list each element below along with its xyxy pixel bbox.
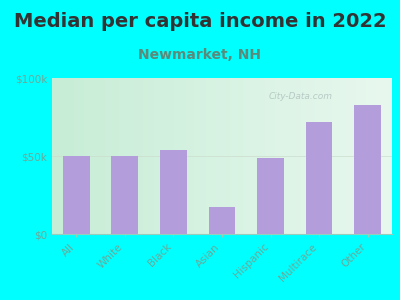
Text: Newmarket, NH: Newmarket, NH (138, 48, 262, 62)
Bar (306, 122, 332, 234)
Text: Median per capita income in 2022: Median per capita income in 2022 (14, 12, 386, 31)
Bar (63, 156, 90, 234)
Bar (354, 104, 381, 234)
Bar (209, 208, 235, 234)
Bar (257, 158, 284, 234)
Bar (112, 156, 138, 234)
Bar (160, 150, 187, 234)
Text: City-Data.com: City-Data.com (268, 92, 332, 101)
